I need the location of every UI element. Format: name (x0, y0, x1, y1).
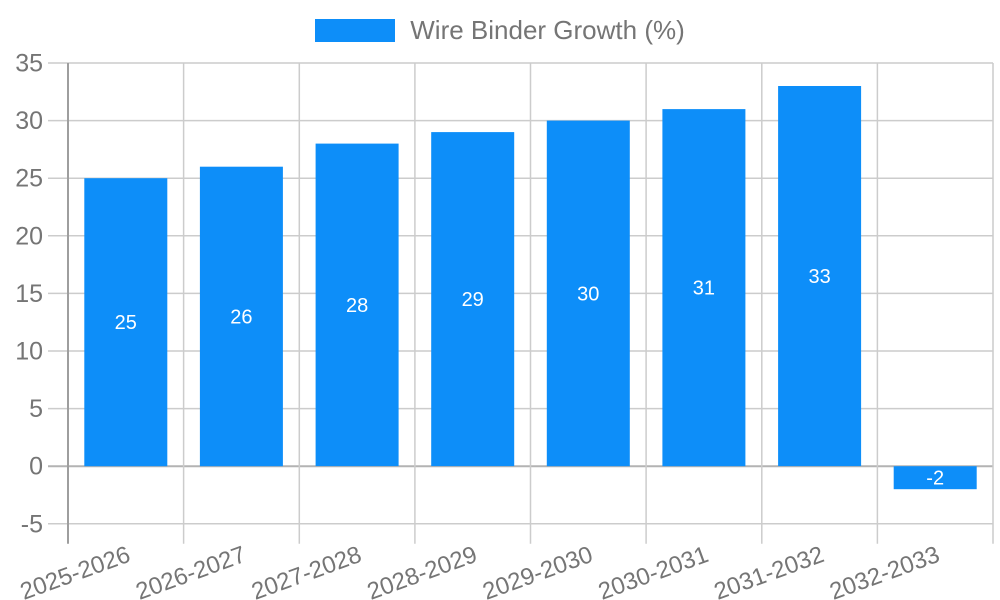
legend-swatch (315, 18, 396, 42)
bar-value-label-2029-2030: 30 (577, 283, 599, 305)
bar-2032-2033[interactable] (893, 466, 977, 490)
bar-value-label-2030-2031: 31 (693, 278, 715, 300)
bar-2025-2026[interactable] (84, 178, 168, 467)
y-tick-label-35: 35 (15, 50, 43, 78)
y-tick-label-25: 25 (15, 165, 43, 193)
y-tick-label-5: 5 (29, 395, 43, 423)
bar-value-label-2026-2027: 26 (230, 307, 252, 329)
bar-2029-2030[interactable] (546, 120, 630, 467)
bar-2031-2032[interactable] (778, 86, 862, 467)
y-tick-label--5: -5 (21, 510, 43, 538)
x-tick-label-2026-2027: 2026-2027 (132, 541, 249, 600)
bar-2026-2027[interactable] (199, 166, 283, 467)
y-tick-label-15: 15 (15, 280, 43, 308)
x-tick-label-2032-2033: 2032-2033 (826, 541, 943, 600)
bar-2027-2028[interactable] (315, 143, 399, 467)
legend-label: Wire Binder Growth (%) (410, 15, 685, 45)
bar-2028-2029[interactable] (431, 132, 515, 467)
x-tick-label-2031-2032: 2031-2032 (711, 541, 828, 600)
y-tick-label-0: 0 (29, 453, 43, 481)
y-tick-label-20: 20 (15, 222, 43, 250)
legend[interactable]: Wire Binder Growth (%) (0, 17, 1000, 43)
x-tick-label-2029-2030: 2029-2030 (479, 541, 596, 600)
bar-2030-2031[interactable] (662, 109, 746, 467)
y-tick-label-10: 10 (15, 338, 43, 366)
bar-value-label-2028-2029: 29 (462, 289, 484, 311)
x-tick-label-2025-2026: 2025-2026 (17, 541, 134, 600)
bar-value-label-2025-2026: 25 (115, 312, 137, 334)
x-tick-label-2028-2029: 2028-2029 (364, 541, 481, 600)
y-tick-label-30: 30 (15, 107, 43, 135)
bar-value-label-2027-2028: 28 (346, 295, 368, 317)
bar-value-label-2032-2033: -2 (926, 468, 944, 490)
x-tick-label-2027-2028: 2027-2028 (248, 541, 365, 600)
x-tick-label-2030-2031: 2030-2031 (595, 541, 712, 600)
bar-value-label-2031-2032: 33 (808, 266, 830, 288)
